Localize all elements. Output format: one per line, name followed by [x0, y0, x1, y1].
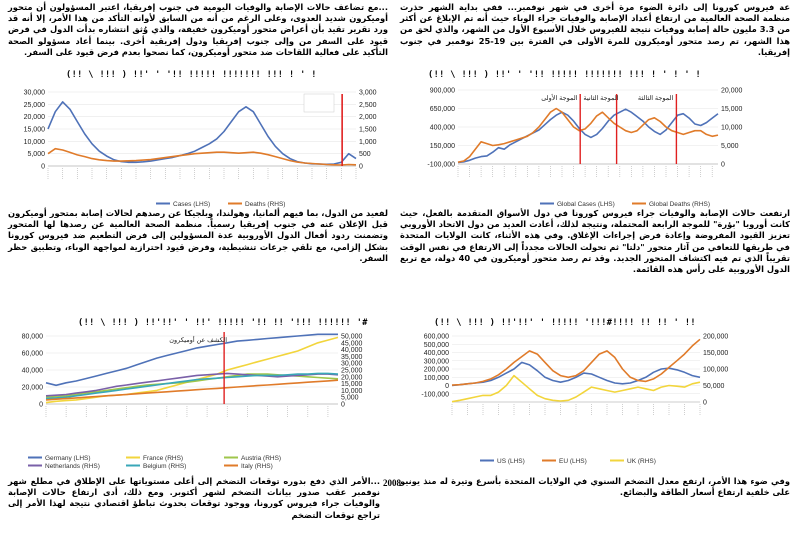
legend-label: Belgium (RHS): [143, 463, 186, 470]
series-line: [45, 333, 338, 387]
y-right-tick-label: 20,000: [341, 374, 363, 381]
legend-label: UK (RHS): [627, 458, 656, 465]
annotation-box: [303, 93, 335, 113]
y-left-tick-label: 100,000: [424, 375, 449, 382]
paragraph-bottom-right: وفي ضوء هذا الأمر، ارتفع معدل التضخم الس…: [400, 476, 790, 498]
y-left-tick-label: 25,000: [24, 102, 46, 109]
y-right-tick-label: 1,500: [359, 127, 377, 134]
series-line: [457, 108, 719, 164]
paragraph-top-left: ...مع تضاعف حالات الإصابة والوفيات اليوم…: [8, 2, 388, 57]
paragraph-bottom-left: ...الأمر الذي دفع بدوره توقعات التضخم إل…: [8, 476, 380, 520]
y-left-tick-label: 200,000: [424, 367, 449, 374]
y-left-tick-label: 5,000: [27, 151, 45, 158]
y-left-tick-label: 0: [445, 383, 449, 390]
series-line: [47, 147, 357, 166]
europe-cases-chart: 020,00040,00060,00080,00005,00010,00015,…: [22, 332, 363, 470]
legend-label: Austria (RHS): [241, 455, 281, 462]
y-left-tick-label: 300,000: [424, 358, 449, 365]
y-left-tick-label: -100,000: [421, 391, 449, 398]
y-left-tick-label: 20,000: [22, 385, 44, 392]
legend-label: EU (LHS): [559, 458, 587, 465]
omicron-marker-label: الكشف عن أوميكرون: [169, 334, 227, 344]
y-left-tick-label: 20,000: [24, 114, 46, 121]
legend-label: Germany (LHS): [45, 455, 91, 462]
legend-label: Netherlands (RHS): [45, 463, 100, 470]
legend-label: Global Cases (LHS): [557, 201, 615, 208]
y-right-tick-label: 0: [721, 162, 725, 169]
y-right-tick-label: 35,000: [341, 354, 363, 361]
y-left-tick-label: 900,000: [430, 88, 455, 95]
legend-label: Deaths (RHS): [245, 201, 285, 208]
y-right-tick-label: 500: [359, 151, 371, 158]
series-line: [45, 372, 339, 400]
y-right-tick-label: 15,000: [721, 106, 743, 113]
series-line: [45, 372, 339, 397]
y-left-tick-label: 500,000: [424, 342, 449, 349]
paragraph-mid-right: ارتفعت حالات الإصابة والوفيات جراء فيروس…: [400, 208, 790, 275]
y-right-tick-label: 50,000: [703, 383, 725, 390]
paragraph-top-right: عة فيروس كورونا إلى دائرة الضوء مرة أخرى…: [400, 2, 790, 57]
y-right-tick-label: 1,000: [359, 139, 377, 146]
y-right-tick-label: 100,000: [703, 367, 728, 374]
legend-label: Global Deaths (RHS): [649, 201, 710, 208]
wave-label: الموجة الأولى: [541, 92, 577, 102]
series-line: [45, 379, 339, 401]
y-left-tick-label: 60,000: [22, 351, 44, 358]
series-line: [451, 361, 701, 387]
legend-label: US (LHS): [497, 458, 525, 465]
y-left-tick-label: 400,000: [424, 350, 449, 357]
series-line: [451, 338, 701, 386]
y-right-tick-label: 3,000: [359, 90, 377, 97]
us-eu-uk-cases-chart: -100,0000100,000200,000300,000400,000500…: [421, 334, 728, 466]
wave-label: الموجة الثانية: [583, 94, 618, 102]
y-left-tick-label: 80,000: [22, 334, 44, 341]
y-right-tick-label: 45,000: [341, 340, 363, 347]
y-left-tick-label: 650,000: [430, 106, 455, 113]
chart-title-global: (!! \ !!! ) !!' ' '!! !!!!! !!!!!!! !!! …: [428, 70, 702, 80]
y-right-tick-label: 200,000: [703, 334, 728, 341]
y-right-tick-label: 5,000: [721, 143, 739, 150]
chart-title-us-eu-uk: (!! \ !!! ) !!'!!' ' !!!!! '!!!#!!!! !! …: [434, 318, 696, 328]
y-left-tick-label: -100,000: [427, 162, 455, 169]
y-right-tick-label: 30,000: [341, 361, 363, 368]
series-line: [457, 107, 719, 163]
y-right-tick-label: 25,000: [341, 368, 363, 375]
y-right-tick-label: 2,000: [359, 114, 377, 121]
y-left-tick-label: 400,000: [430, 125, 455, 132]
year-label: 2008: [383, 478, 401, 488]
y-left-tick-label: 10,000: [24, 139, 46, 146]
paragraph-mid-left: لفعيد من الدول، بما فيهم ألمانيا، وهولند…: [8, 208, 388, 263]
global-cases-deaths-chart: -100,000 150,000 400,000 650,000 900,000 0 5,0…: [427, 88, 743, 209]
series-line: [451, 374, 701, 403]
legend-label: France (RHS): [143, 455, 183, 462]
y-left-tick-label: 0: [41, 164, 45, 171]
chart-title-europe: (!! \ !!! ) !!'!!' ' !!' !!!!! '!! !! '!…: [78, 318, 368, 328]
y-right-tick-label: 10,000: [721, 125, 743, 132]
y-left-tick-label: 15,000: [24, 127, 46, 134]
y-right-tick-label: 150,000: [703, 350, 728, 357]
y-right-tick-label: 15,000: [341, 381, 363, 388]
y-left-tick-label: 150,000: [430, 143, 455, 150]
y-right-tick-label: 40,000: [341, 347, 363, 354]
y-right-tick-label: 50,000: [341, 334, 363, 341]
y-right-tick-label: 20,000: [721, 88, 743, 95]
chart-title-south-africa: (!! \ !!! ) !!' ' '!! !!!!! !!!!!!! !!! …: [66, 70, 317, 80]
legend-label: Cases (LHS): [173, 201, 210, 208]
y-left-tick-label: 600,000: [424, 334, 449, 341]
y-left-tick-label: 40,000: [22, 368, 44, 375]
y-right-tick-label: 0: [703, 400, 707, 407]
south-africa-cases-deaths-chart: 0 5,000 10,000 15,000 20,000 25,000 30,000 0 500…: [24, 90, 377, 209]
wave-label: الموجة الثالثة: [638, 94, 674, 102]
y-right-tick-label: 0: [341, 402, 345, 409]
y-right-tick-label: 10,000: [341, 388, 363, 395]
y-right-tick-label: 5,000: [341, 395, 359, 402]
legend-label: Italy (RHS): [241, 463, 273, 470]
y-left-tick-label: 30,000: [24, 90, 46, 97]
y-right-tick-label: 0: [359, 164, 363, 171]
y-right-tick-label: 2,500: [359, 102, 377, 109]
y-left-tick-label: 0: [39, 402, 43, 409]
